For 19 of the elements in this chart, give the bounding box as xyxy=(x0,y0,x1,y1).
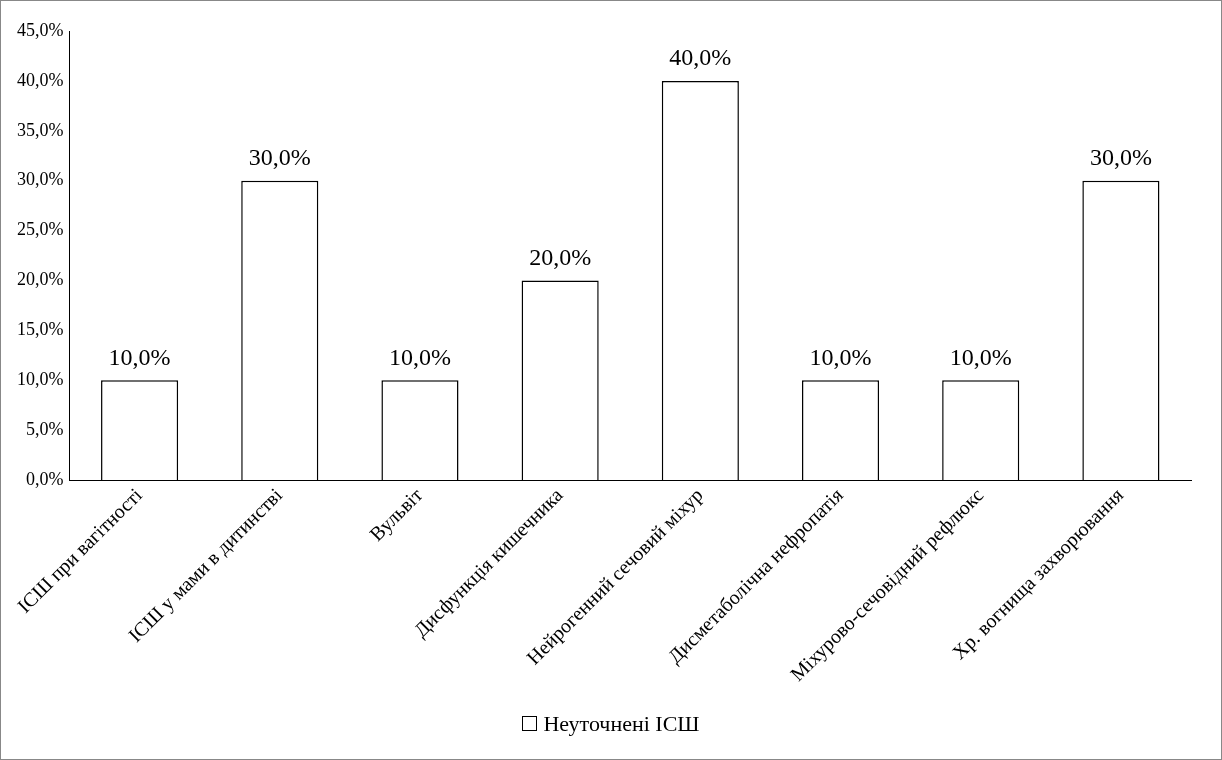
data-label: 30,0% xyxy=(248,143,311,170)
y-tick-label: 20,0% xyxy=(16,269,64,290)
data-label: 10,0% xyxy=(949,343,1012,370)
y-tick-label: 25,0% xyxy=(16,219,64,240)
y-tick-label: 15,0% xyxy=(16,319,64,340)
y-tick-label: 30,0% xyxy=(16,169,64,190)
data-label: 10,0% xyxy=(809,343,872,370)
y-tick-label: 45,0% xyxy=(16,19,64,40)
y-tick-label: 0,0% xyxy=(25,468,64,489)
data-label: 10,0% xyxy=(388,343,451,370)
y-tick-label: 10,0% xyxy=(16,369,64,390)
data-label: 10,0% xyxy=(108,343,171,370)
y-tick-label: 5,0% xyxy=(25,418,64,439)
text: Неуточнені ІСШ xyxy=(543,710,700,736)
y-tick-label: 35,0% xyxy=(16,119,64,140)
data-label: 40,0% xyxy=(669,44,732,71)
data-label: 20,0% xyxy=(529,243,592,270)
data-label: 30,0% xyxy=(1089,143,1152,170)
y-tick-label: 40,0% xyxy=(16,69,64,90)
